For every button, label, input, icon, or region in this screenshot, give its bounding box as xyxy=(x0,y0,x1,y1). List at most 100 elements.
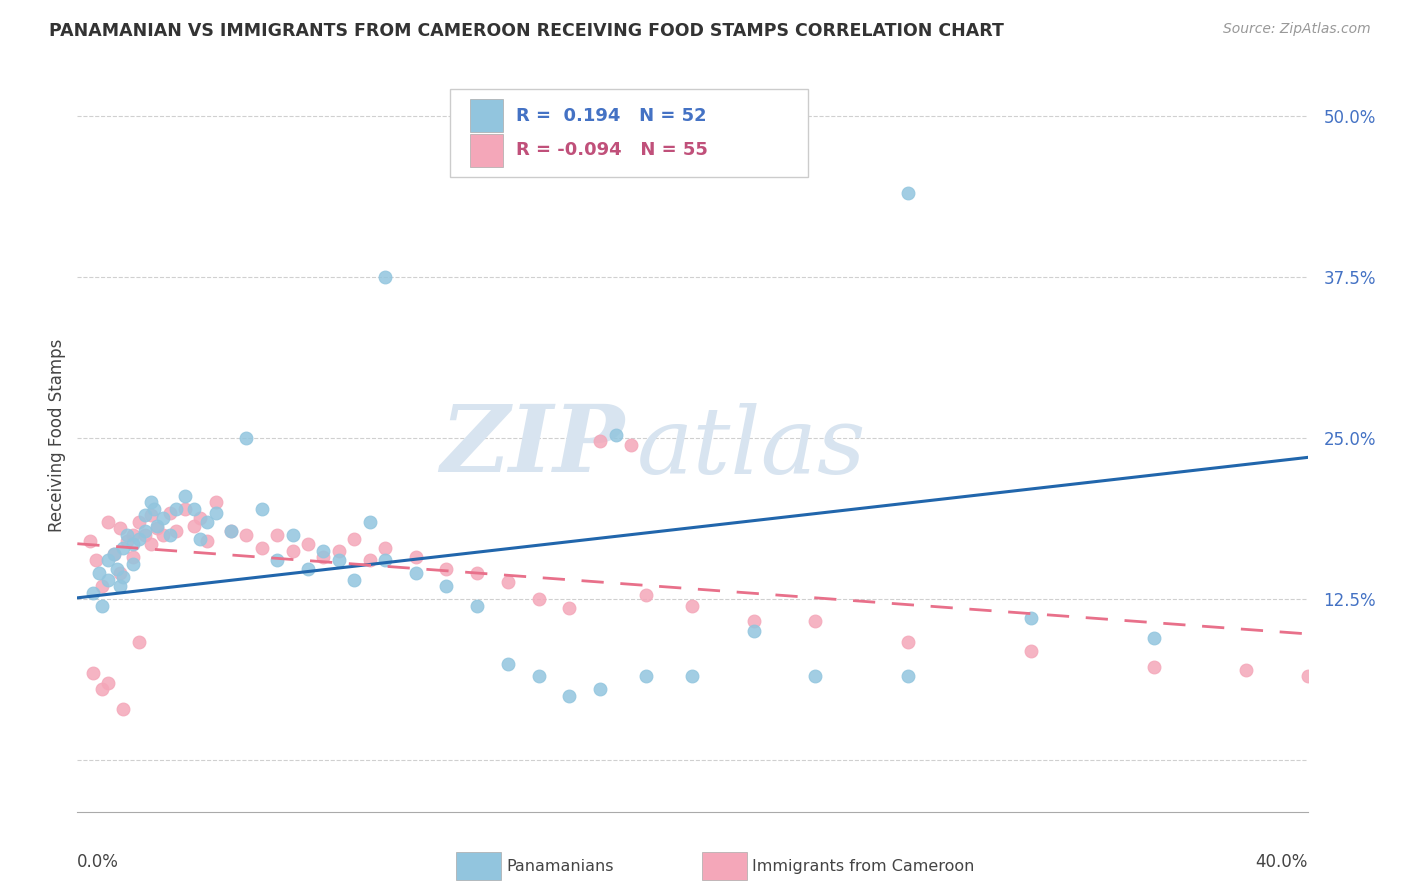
Point xyxy=(742,614,765,628)
Point xyxy=(165,524,187,538)
Point xyxy=(527,669,550,683)
Point xyxy=(195,534,218,549)
Point xyxy=(183,502,205,516)
Point xyxy=(110,521,132,535)
Text: PANAMANIAN VS IMMIGRANTS FROM CAMEROON RECEIVING FOOD STAMPS CORRELATION CHART: PANAMANIAN VS IMMIGRANTS FROM CAMEROON R… xyxy=(49,22,1004,40)
Point xyxy=(897,634,920,648)
Text: 0.0%: 0.0% xyxy=(77,853,120,871)
Point xyxy=(183,518,205,533)
Point xyxy=(134,527,156,541)
Point xyxy=(343,573,366,587)
Text: atlas: atlas xyxy=(637,403,866,493)
Point xyxy=(1019,643,1042,657)
Point xyxy=(496,575,519,590)
Point xyxy=(804,614,827,628)
Point xyxy=(159,506,181,520)
Point xyxy=(235,527,257,541)
Point xyxy=(82,585,104,599)
Text: R =  0.194   N = 52: R = 0.194 N = 52 xyxy=(516,107,707,125)
Point xyxy=(143,502,166,516)
Point xyxy=(605,428,627,442)
Point xyxy=(297,562,319,576)
Point xyxy=(152,511,174,525)
Point xyxy=(97,515,120,529)
Point xyxy=(281,527,304,541)
Point xyxy=(103,547,125,561)
Point xyxy=(636,669,658,683)
Point xyxy=(374,553,396,567)
Point xyxy=(558,689,581,703)
Point xyxy=(1234,663,1257,677)
Point xyxy=(527,592,550,607)
Point xyxy=(115,527,138,541)
Point xyxy=(558,601,581,615)
Point xyxy=(436,562,458,576)
Point xyxy=(620,437,643,451)
Text: 40.0%: 40.0% xyxy=(1256,853,1308,871)
Point xyxy=(112,541,135,555)
Point xyxy=(589,434,612,448)
Point xyxy=(174,489,197,503)
Point xyxy=(121,527,143,541)
Point xyxy=(436,579,458,593)
Point xyxy=(250,502,273,516)
Point xyxy=(235,431,257,445)
Point xyxy=(90,682,114,697)
Point xyxy=(682,669,704,683)
Point xyxy=(465,599,488,613)
Point xyxy=(328,553,350,567)
Point xyxy=(266,553,288,567)
Point xyxy=(128,634,150,648)
Point xyxy=(219,524,242,538)
Point xyxy=(204,506,226,520)
Point xyxy=(195,515,218,529)
Point xyxy=(134,524,156,538)
Point xyxy=(374,270,396,285)
Point xyxy=(281,544,304,558)
Point xyxy=(204,495,226,509)
Point xyxy=(97,553,120,567)
Point xyxy=(103,547,125,561)
Point xyxy=(312,544,335,558)
Point xyxy=(804,669,827,683)
Point xyxy=(146,521,169,535)
Point xyxy=(112,701,135,715)
Point xyxy=(115,534,138,549)
Point xyxy=(742,624,765,639)
Point xyxy=(82,665,104,680)
Point xyxy=(636,588,658,602)
Point xyxy=(159,527,181,541)
Point xyxy=(84,553,107,567)
Point xyxy=(897,669,920,683)
Point xyxy=(79,534,101,549)
Point xyxy=(589,682,612,697)
Point xyxy=(188,532,212,546)
Text: R = -0.094   N = 55: R = -0.094 N = 55 xyxy=(516,141,707,159)
Point xyxy=(1296,669,1319,683)
Point xyxy=(1019,611,1042,625)
Point xyxy=(405,566,427,581)
Point xyxy=(141,495,163,509)
Point xyxy=(105,562,128,576)
Text: Source: ZipAtlas.com: Source: ZipAtlas.com xyxy=(1223,22,1371,37)
Point xyxy=(121,558,143,572)
Point xyxy=(359,515,381,529)
Point xyxy=(112,570,135,584)
Point xyxy=(90,579,114,593)
Point xyxy=(121,549,143,564)
Point xyxy=(328,544,350,558)
Point xyxy=(250,541,273,555)
Point xyxy=(152,527,174,541)
Point xyxy=(90,599,114,613)
Point xyxy=(87,566,110,581)
Point xyxy=(682,599,704,613)
Point xyxy=(1143,631,1166,645)
Point xyxy=(121,537,143,551)
Point xyxy=(297,537,319,551)
Point xyxy=(134,508,156,523)
Point xyxy=(110,579,132,593)
Point xyxy=(219,524,242,538)
Point xyxy=(165,502,187,516)
Point xyxy=(141,537,163,551)
Text: ZIP: ZIP xyxy=(440,401,624,491)
